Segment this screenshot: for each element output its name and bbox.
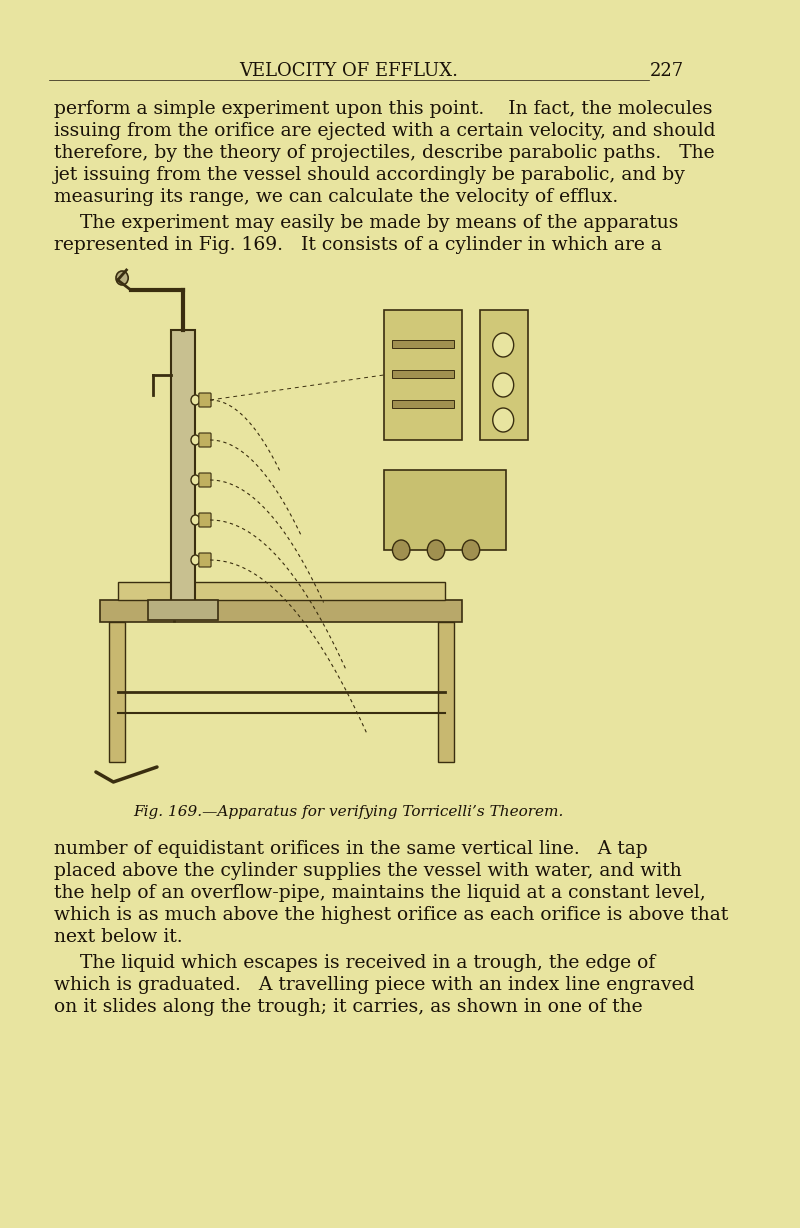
Bar bbox=[100, 600, 462, 623]
Text: represented in Fig. 169.   It consists of a cylinder in which are a: represented in Fig. 169. It consists of … bbox=[54, 236, 662, 254]
Bar bbox=[384, 470, 506, 550]
Bar bbox=[438, 623, 454, 763]
Text: therefore, by the theory of projectiles, describe parabolic paths.   The: therefore, by the theory of projectiles,… bbox=[54, 144, 714, 162]
Text: issuing from the orifice are ejected with a certain velocity, and should: issuing from the orifice are ejected wit… bbox=[54, 122, 715, 140]
Text: which is as much above the highest orifice as each orifice is above that: which is as much above the highest orifi… bbox=[54, 906, 728, 923]
Text: the help of an overflow-pipe, maintains the liquid at a constant level,: the help of an overflow-pipe, maintains … bbox=[54, 884, 706, 903]
Circle shape bbox=[191, 435, 200, 445]
Bar bbox=[118, 582, 445, 600]
Bar bbox=[148, 600, 218, 620]
Text: VELOCITY OF EFFLUX.: VELOCITY OF EFFLUX. bbox=[239, 61, 458, 80]
Bar bbox=[384, 309, 462, 440]
FancyBboxPatch shape bbox=[199, 513, 211, 527]
Circle shape bbox=[427, 540, 445, 560]
Circle shape bbox=[462, 540, 480, 560]
FancyBboxPatch shape bbox=[199, 473, 211, 488]
Circle shape bbox=[393, 540, 410, 560]
Text: placed above the cylinder supplies the vessel with water, and with: placed above the cylinder supplies the v… bbox=[54, 862, 682, 880]
Text: The liquid which escapes is received in a trough, the edge of: The liquid which escapes is received in … bbox=[80, 954, 655, 973]
Text: next below it.: next below it. bbox=[54, 928, 182, 946]
Bar bbox=[480, 309, 528, 440]
Bar bbox=[393, 340, 454, 348]
Text: on it slides along the trough; it carries, as shown in one of the: on it slides along the trough; it carrie… bbox=[54, 998, 642, 1016]
Circle shape bbox=[116, 271, 128, 285]
Circle shape bbox=[191, 395, 200, 405]
Text: which is graduated.   A travelling piece with an index line engraved: which is graduated. A travelling piece w… bbox=[54, 976, 694, 993]
Circle shape bbox=[493, 408, 514, 432]
Bar bbox=[171, 330, 195, 610]
Bar bbox=[393, 400, 454, 408]
Circle shape bbox=[493, 373, 514, 397]
Circle shape bbox=[191, 555, 200, 565]
Circle shape bbox=[493, 333, 514, 357]
FancyBboxPatch shape bbox=[199, 553, 211, 567]
Circle shape bbox=[191, 515, 200, 526]
Text: perform a simple experiment upon this point.    In fact, the molecules: perform a simple experiment upon this po… bbox=[54, 99, 713, 118]
Text: The experiment may easily be made by means of the apparatus: The experiment may easily be made by mea… bbox=[80, 214, 678, 232]
Text: jet issuing from the vessel should accordingly be parabolic, and by: jet issuing from the vessel should accor… bbox=[54, 166, 686, 184]
Text: 227: 227 bbox=[650, 61, 684, 80]
Text: number of equidistant orifices in the same vertical line.   A tap: number of equidistant orifices in the sa… bbox=[54, 840, 648, 858]
Bar bbox=[109, 623, 125, 763]
Text: Fig. 169.—Apparatus for verifying Torricelli’s Theorem.: Fig. 169.—Apparatus for verifying Torric… bbox=[134, 806, 564, 819]
Text: measuring its range, we can calculate the velocity of efflux.: measuring its range, we can calculate th… bbox=[54, 188, 618, 206]
Bar bbox=[393, 370, 454, 378]
Circle shape bbox=[191, 475, 200, 485]
FancyBboxPatch shape bbox=[199, 393, 211, 406]
FancyBboxPatch shape bbox=[199, 433, 211, 447]
